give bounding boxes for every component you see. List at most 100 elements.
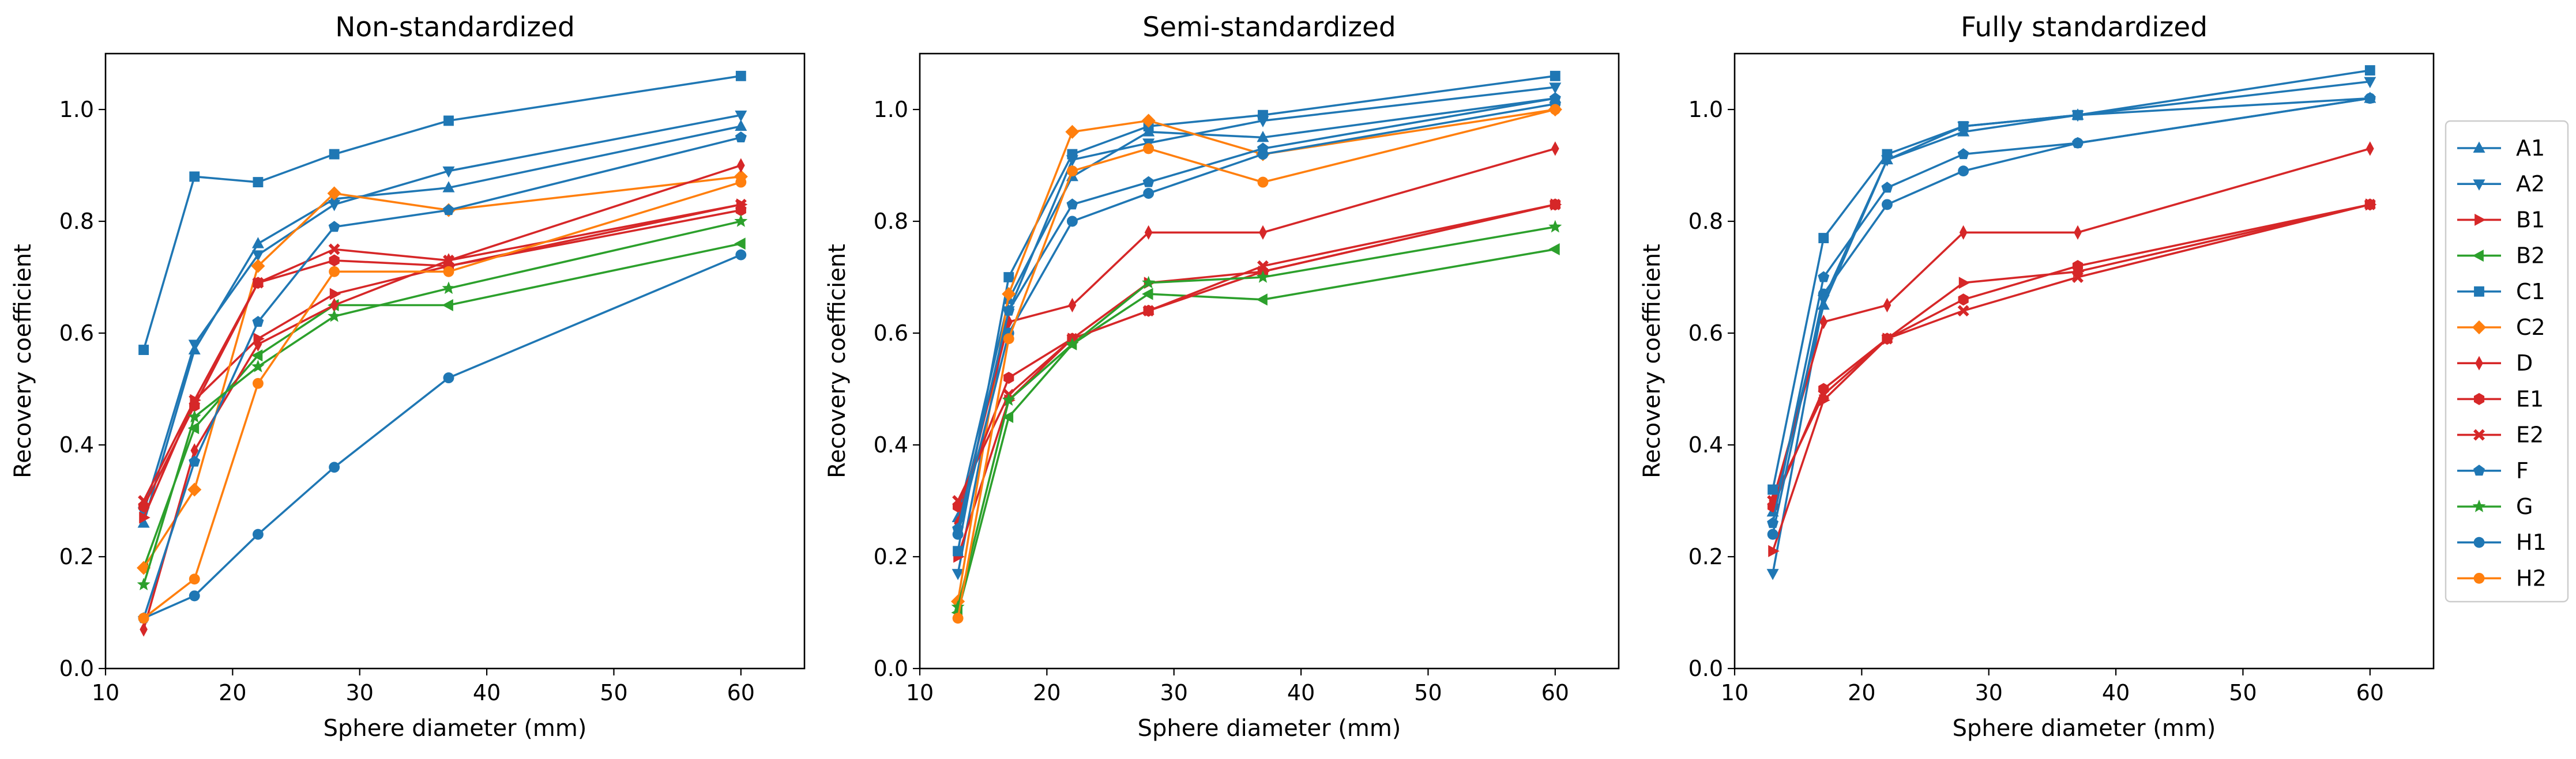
series-line-e2 [1772, 203, 2371, 501]
data-point-e2-22 [1881, 333, 1893, 345]
x-tick-label: 40 [473, 680, 501, 705]
legend-item-h2: H2 [2457, 565, 2547, 591]
data-point-c1-37 [1258, 109, 1268, 120]
data-point-e2-60 [2364, 198, 2376, 210]
y-tick-label: 0.0 [874, 656, 908, 681]
data-point-h2-22 [1066, 165, 1078, 177]
x-tick-label: 30 [346, 680, 374, 705]
data-point-d-22 [1068, 297, 1077, 313]
series-line-c2 [142, 175, 742, 569]
y-tick-label: 0.6 [874, 320, 908, 346]
data-point-h1-60 [2364, 93, 2376, 104]
data-point-c2-28 [1141, 114, 1156, 128]
y-tick-label: 0.6 [1688, 320, 1723, 346]
data-point-a1-37 [442, 181, 455, 192]
series-line-b2 [142, 243, 742, 569]
legend-item-a2: A2 [2457, 171, 2545, 197]
series-group [137, 70, 748, 637]
data-point-h1-28 [1143, 188, 1155, 199]
data-point-d-22 [254, 337, 262, 352]
series-line-h1 [1772, 97, 2371, 535]
series-line-c1 [957, 75, 1556, 552]
plot-frame [104, 52, 806, 670]
series-line-c1 [1772, 69, 2371, 490]
data-point-c1-28 [1958, 121, 1969, 132]
data-point-g-37 [442, 281, 456, 294]
data-point-g-37 [1256, 270, 1270, 283]
series-line-g [142, 220, 742, 586]
data-point-b2-37 [442, 299, 453, 311]
data-point-c2-60 [734, 169, 748, 184]
series-line-e2 [957, 203, 1556, 501]
legend-marker [2472, 250, 2484, 262]
data-point-f-22 [1881, 182, 1893, 193]
legend-label: A1 [2516, 135, 2545, 161]
data-point-h2-28 [329, 266, 340, 277]
x-tick-label: 30 [1975, 680, 2003, 705]
x-tick-label: 30 [1160, 680, 1188, 705]
x-tick-label: 60 [2356, 680, 2384, 705]
panel-non-standardized: Non-standardized 10 20 30 40 50 60 0.0 0.2 0.4 0.6… [10, 12, 806, 742]
panel-title: Semi-standardized [1142, 12, 1396, 43]
data-point-c1-37 [443, 115, 454, 126]
y-tick-label: 1.0 [59, 97, 94, 122]
x-tick-label: 10 [1721, 680, 1748, 705]
data-point-b2-22 [251, 349, 263, 362]
data-point-c1-13 [1768, 484, 1778, 495]
data-point-e2-17 [189, 394, 201, 406]
data-point-f-22 [1066, 198, 1078, 210]
data-point-h1-28 [329, 462, 340, 473]
x-tick-label: 20 [219, 680, 246, 705]
panel-semi-standardized: Semi-standardized 10 20 30 40 50 60 0.0 0.2 0.4 0.… [824, 12, 1620, 742]
y-tick-label: 0.8 [59, 209, 94, 234]
y-tick-label: 0.6 [59, 320, 94, 346]
data-point-c1-28 [329, 149, 340, 160]
legend-label: D [2516, 350, 2533, 376]
data-point-f-22 [252, 316, 264, 327]
x-tick-label: 20 [1033, 680, 1061, 705]
legend-item-d: D [2457, 350, 2533, 376]
series-line-c2 [957, 108, 1556, 602]
data-point-e2-28 [328, 243, 340, 255]
data-point-b2-28 [1142, 288, 1153, 300]
legend-item-e2: E2 [2457, 422, 2544, 448]
data-point-c1-60 [735, 70, 746, 81]
data-point-g-60 [1548, 220, 1562, 233]
series-line-a2 [957, 86, 1556, 574]
data-point-h1-13 [952, 528, 964, 540]
data-point-a2-17 [188, 339, 201, 351]
data-point-c2-22 [1065, 124, 1080, 139]
legend-item-f: F [2457, 458, 2529, 484]
legend-label: F [2516, 458, 2529, 484]
data-point-e1-37 [2072, 260, 2084, 273]
series-line-h1 [957, 103, 1556, 535]
data-point-g-13 [951, 600, 965, 613]
data-point-d-13 [140, 622, 148, 637]
x-tick-label: 10 [92, 680, 119, 705]
data-point-e2-22 [252, 277, 264, 289]
legend-marker [2473, 141, 2485, 153]
series-line-f [142, 136, 742, 619]
series-line-h2 [957, 108, 1556, 619]
data-point-e2-60 [735, 198, 747, 210]
data-point-h2-60 [1550, 104, 1561, 115]
data-point-d-60 [2366, 141, 2374, 156]
data-point-c1-22 [1882, 149, 1893, 160]
data-point-h2-22 [252, 377, 264, 389]
legend-item-g: G [2457, 494, 2533, 519]
plot-frame [1733, 52, 2435, 670]
data-point-d-37 [2074, 225, 2082, 240]
series-line-d [957, 148, 1556, 524]
data-point-b2-17 [1002, 411, 1014, 423]
y-axis-label: Recovery coefficient [1639, 244, 1665, 478]
legend-marker [2473, 465, 2485, 476]
x-tick-label: 50 [600, 680, 627, 705]
data-point-b2-60 [734, 237, 746, 250]
data-point-a2-37 [442, 166, 455, 178]
data-point-h2-37 [1257, 176, 1269, 188]
data-point-f-28 [1957, 148, 1969, 160]
x-tick-label: 60 [727, 680, 755, 705]
legend-label: G [2516, 494, 2533, 519]
legend: A1 A2 B1 B2 C1 C2 D E1 E2 FG H1 H2 [2445, 120, 2569, 603]
data-point-a2-28 [328, 200, 341, 212]
